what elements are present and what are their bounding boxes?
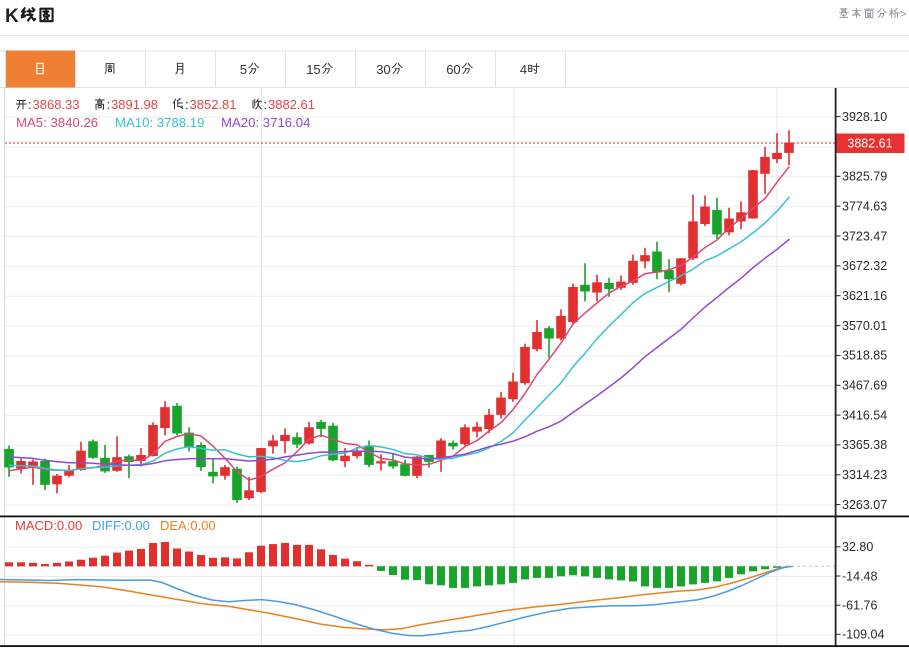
svg-text:3891.98: 3891.98 [111,97,158,112]
svg-text:DEA:0.00: DEA:0.00 [160,518,216,533]
svg-text:MA10: 3788.19: MA10: 3788.19 [115,115,204,130]
svg-text:3467.69: 3467.69 [842,379,887,393]
svg-text:30: 30 [376,62,390,77]
svg-text:3928.10: 3928.10 [842,110,887,124]
svg-text:3570.01: 3570.01 [842,319,887,333]
svg-text:3416.54: 3416.54 [842,408,887,422]
svg-text:3672.32: 3672.32 [842,259,887,273]
svg-text::: : [185,97,189,112]
svg-text:3825.79: 3825.79 [842,170,887,184]
svg-text:3882.61: 3882.61 [268,97,315,112]
svg-text:3774.63: 3774.63 [842,200,887,214]
svg-text:5: 5 [240,62,247,77]
svg-text:>: > [900,9,906,21]
svg-text:MACD:0.00: MACD:0.00 [15,518,82,533]
svg-text::: : [264,97,268,112]
svg-text:3365.38: 3365.38 [842,438,887,452]
svg-text:K: K [5,6,19,27]
svg-text:3723.47: 3723.47 [842,229,887,243]
svg-text:-14.48: -14.48 [842,569,877,583]
svg-text:MA20: 3716.04: MA20: 3716.04 [221,115,310,130]
svg-text::: : [107,97,111,112]
svg-text:3868.33: 3868.33 [33,97,80,112]
svg-text:DIFF:0.00: DIFF:0.00 [92,518,150,533]
svg-text:3314.23: 3314.23 [842,468,887,482]
svg-text::: : [28,97,32,112]
svg-text:-61.76: -61.76 [842,599,877,613]
svg-text:3263.07: 3263.07 [842,498,887,512]
svg-text:3882.61: 3882.61 [847,137,892,151]
svg-text:3621.16: 3621.16 [842,289,887,303]
svg-text:3852.81: 3852.81 [190,97,237,112]
svg-text:4: 4 [520,62,527,77]
svg-text:32.80: 32.80 [842,540,873,554]
svg-text:15: 15 [306,62,320,77]
svg-text:-109.04: -109.04 [842,628,884,642]
svg-text:60: 60 [446,62,460,77]
svg-text:3518.85: 3518.85 [842,349,887,363]
svg-text:MA5: 3840.26: MA5: 3840.26 [16,115,98,130]
